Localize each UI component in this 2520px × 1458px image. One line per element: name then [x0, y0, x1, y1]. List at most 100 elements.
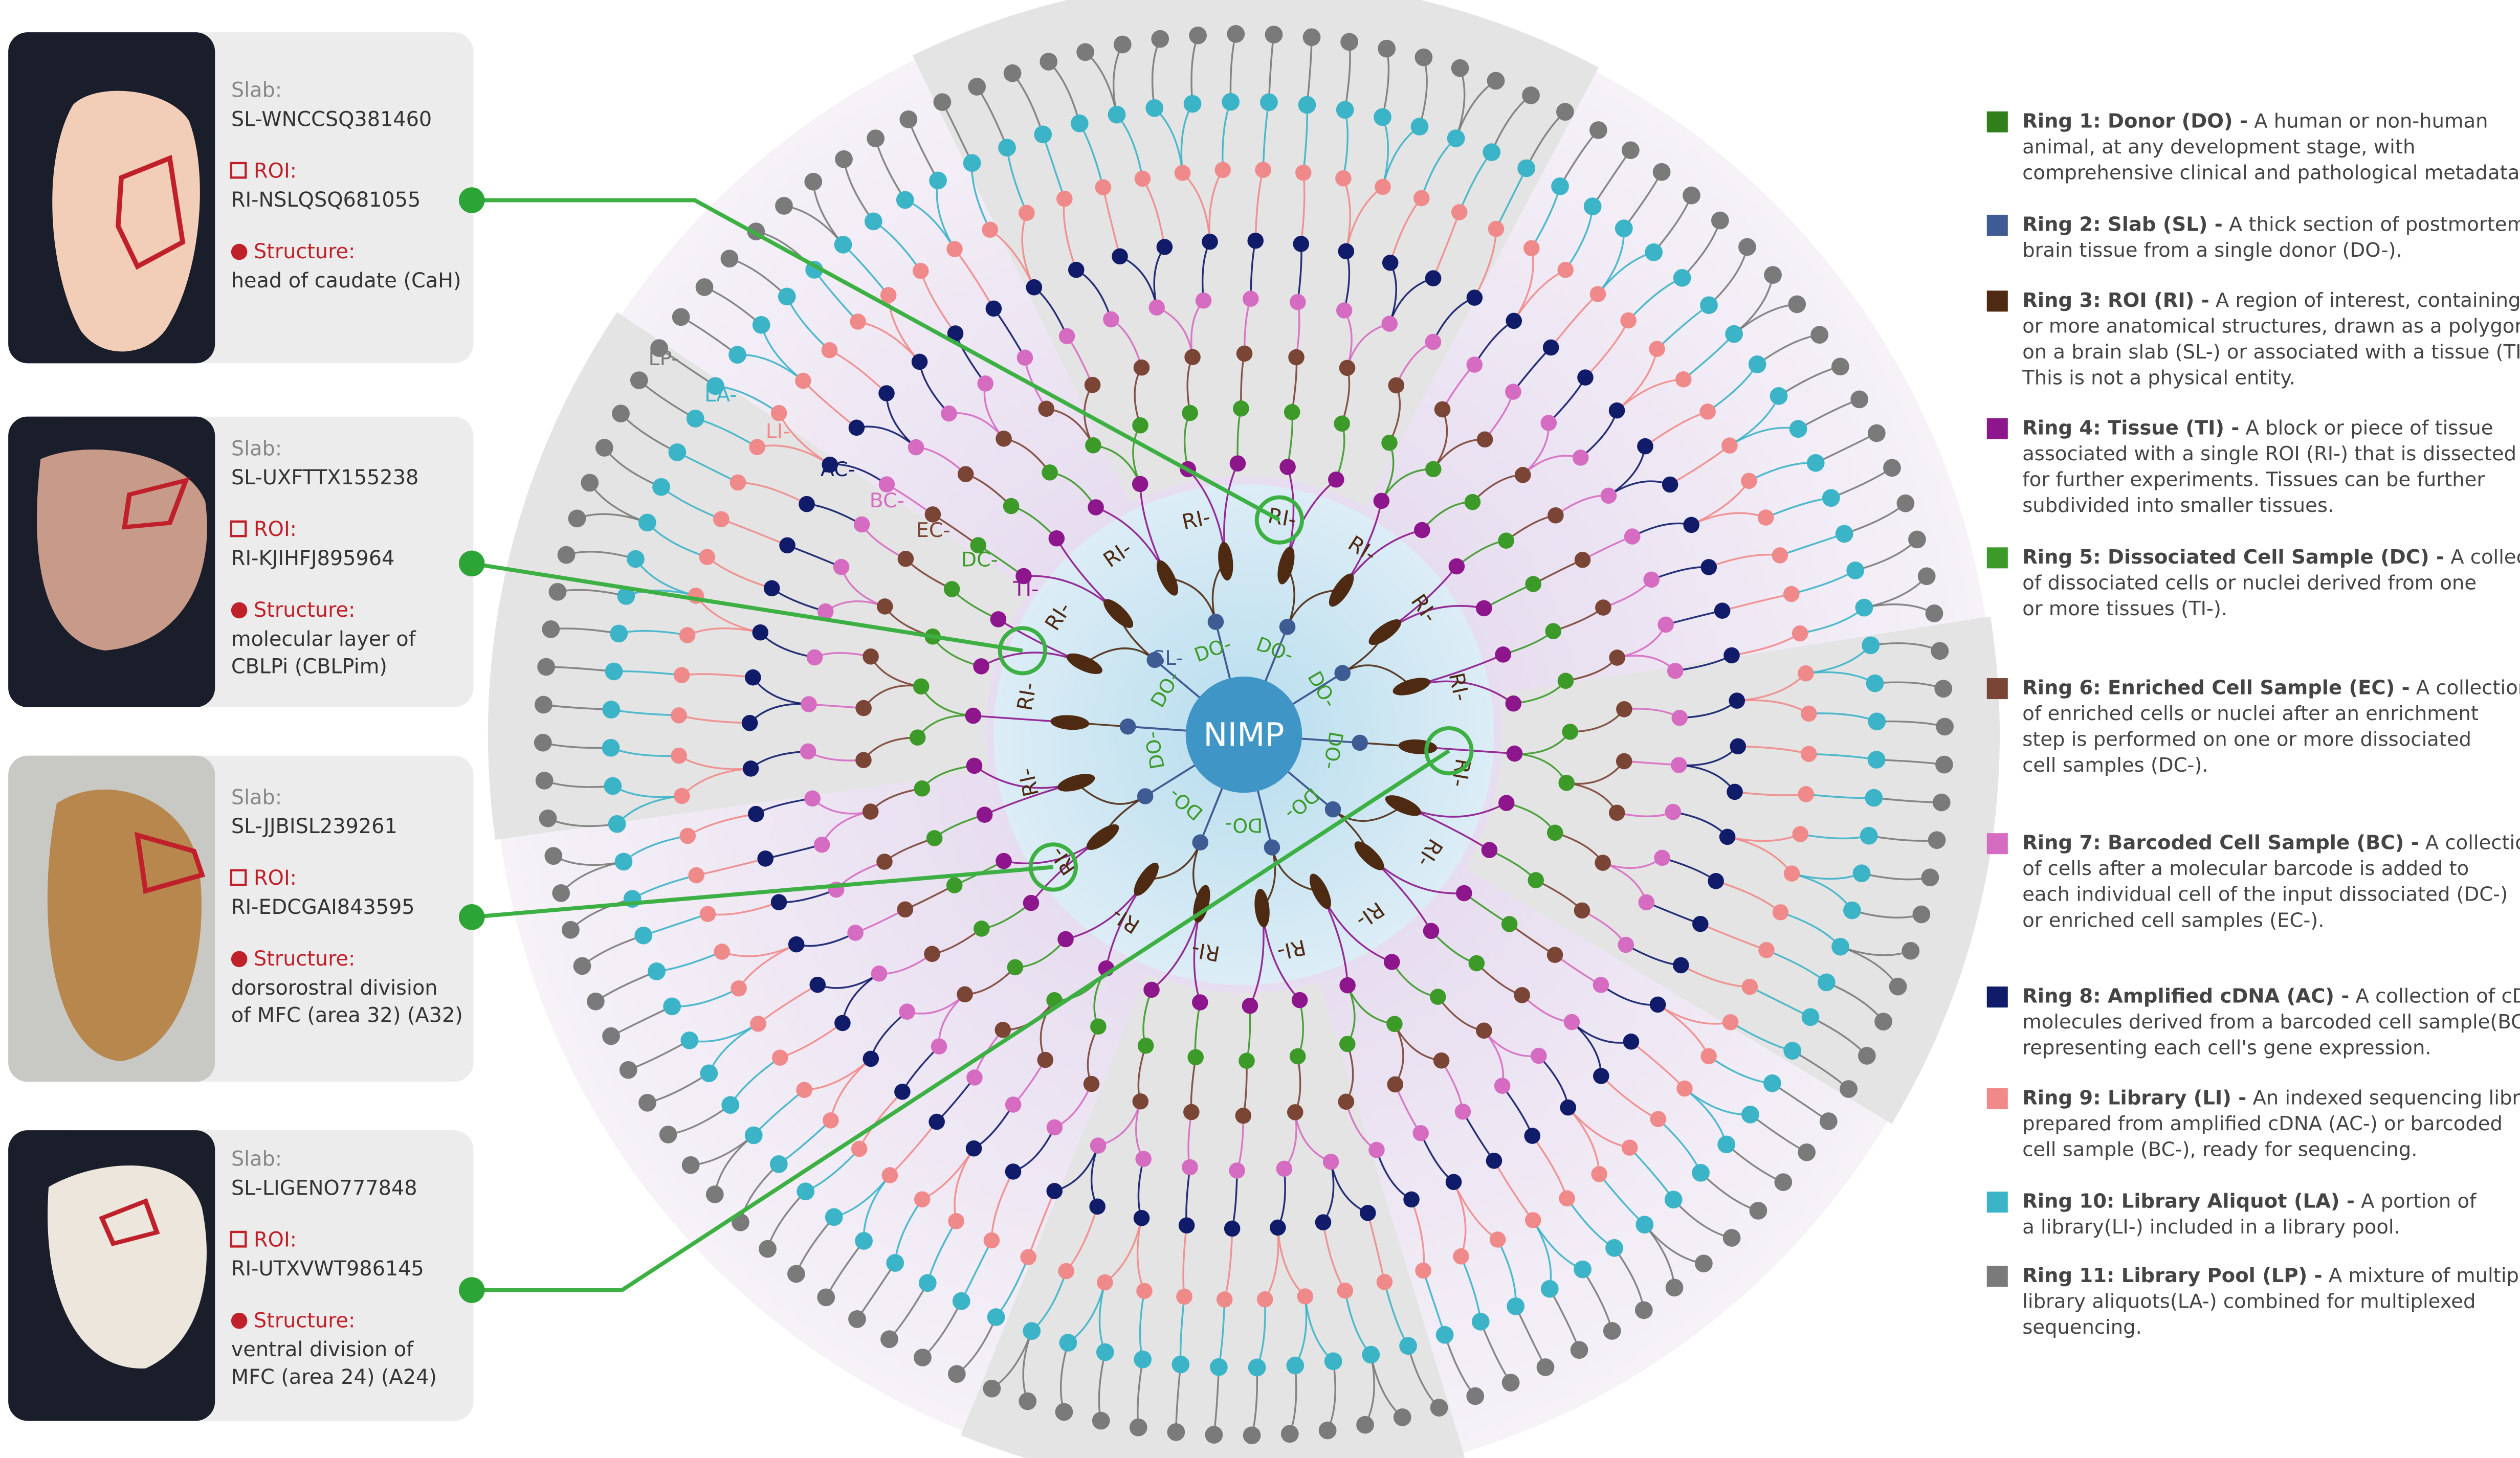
donor-label: DO-	[1225, 814, 1263, 837]
node	[1506, 745, 1523, 762]
node	[535, 696, 552, 714]
legend-line: sequencing.	[2022, 1316, 2142, 1339]
node	[1917, 567, 1936, 586]
node	[977, 375, 994, 392]
node	[1498, 532, 1514, 549]
node	[1191, 994, 1208, 1011]
sample-panel: Slab: SL-LIGENO777848 ROI: RI-UTXVWT986145 S…	[8, 1130, 474, 1421]
node	[813, 836, 830, 853]
node	[880, 287, 897, 304]
node	[1783, 1042, 1802, 1060]
node	[983, 1232, 1000, 1249]
node	[1414, 522, 1430, 539]
slab-drawing	[47, 789, 206, 1061]
node	[1247, 232, 1264, 249]
node	[1574, 551, 1591, 568]
node	[699, 549, 716, 566]
node	[796, 1082, 812, 1098]
node	[994, 1022, 1011, 1038]
node	[1700, 296, 1718, 315]
node	[817, 1288, 835, 1307]
node	[1084, 376, 1101, 393]
node	[1070, 114, 1089, 132]
legend-line: for further experiments. Tissues can be …	[2022, 468, 2485, 491]
ring-label: SL-	[1152, 646, 1183, 670]
roi-label: ROI:	[254, 866, 297, 890]
node	[1374, 108, 1391, 126]
node	[1216, 1291, 1233, 1308]
node	[1368, 1141, 1385, 1158]
legend-line: molecules derived from a barcoded cell s…	[2022, 1011, 2520, 1034]
node	[1764, 266, 1782, 284]
node	[1382, 255, 1399, 271]
node	[1676, 1080, 1693, 1097]
node	[552, 884, 570, 902]
node	[1097, 1274, 1113, 1291]
node	[775, 197, 793, 215]
node	[1616, 753, 1632, 770]
structure-name: head of caudate (CaH)	[231, 269, 461, 293]
node	[1336, 101, 1354, 119]
node	[752, 624, 769, 641]
node	[1683, 517, 1699, 533]
node	[1664, 1191, 1683, 1209]
node	[1605, 1239, 1623, 1257]
node	[1862, 636, 1880, 655]
node	[1603, 1322, 1621, 1340]
node	[943, 581, 960, 597]
node	[965, 1140, 982, 1157]
node	[1334, 415, 1350, 432]
node	[671, 707, 687, 724]
node	[1322, 1154, 1339, 1170]
node	[899, 1003, 915, 1020]
node	[770, 894, 787, 910]
node	[924, 506, 941, 523]
node	[1146, 652, 1163, 668]
node	[1297, 1288, 1314, 1305]
node	[1108, 105, 1126, 124]
node	[1595, 599, 1611, 616]
node	[1132, 417, 1148, 434]
node	[1868, 712, 1886, 731]
node	[604, 777, 622, 795]
node	[1798, 786, 1815, 802]
node	[1373, 492, 1390, 509]
node	[1132, 476, 1148, 492]
sample-panels: Slab: SL-WNCCSQ381460 ROI: RI-NSLQSQ681055 S…	[8, 32, 474, 1421]
structure-label: Structure:	[254, 1309, 355, 1332]
node	[728, 346, 746, 364]
node	[1315, 1214, 1332, 1230]
node	[1119, 718, 1136, 735]
node	[1279, 618, 1296, 635]
legend-entry: Ring 7: Barcoded Cell Sample (BC) - A co…	[1986, 832, 2520, 932]
node	[1749, 1202, 1767, 1220]
node	[1112, 248, 1128, 265]
node	[834, 236, 852, 254]
node	[627, 550, 645, 568]
node	[1846, 562, 1865, 579]
node	[1403, 1191, 1420, 1208]
node	[602, 701, 621, 719]
node	[1758, 942, 1775, 958]
node	[1356, 1416, 1374, 1434]
hub-center	[1185, 676, 1302, 793]
node	[1339, 977, 1356, 994]
node	[679, 627, 696, 643]
node	[946, 241, 963, 257]
legend-swatch	[1986, 1088, 2008, 1110]
node	[1453, 1248, 1469, 1265]
node	[1016, 349, 1033, 366]
node	[1783, 865, 1800, 882]
node	[996, 853, 1012, 869]
node	[1340, 33, 1358, 51]
node	[1609, 649, 1625, 666]
legend-entry: Ring 3: ROI (RI) - A region of interest,…	[1986, 289, 2520, 389]
node	[1005, 1096, 1022, 1113]
roi-label: ROI:	[254, 518, 297, 541]
node	[863, 648, 879, 665]
node	[1525, 576, 1541, 592]
node	[799, 496, 815, 512]
legend-line: This is not a physical entity.	[2022, 366, 2295, 389]
node	[1671, 709, 1688, 726]
